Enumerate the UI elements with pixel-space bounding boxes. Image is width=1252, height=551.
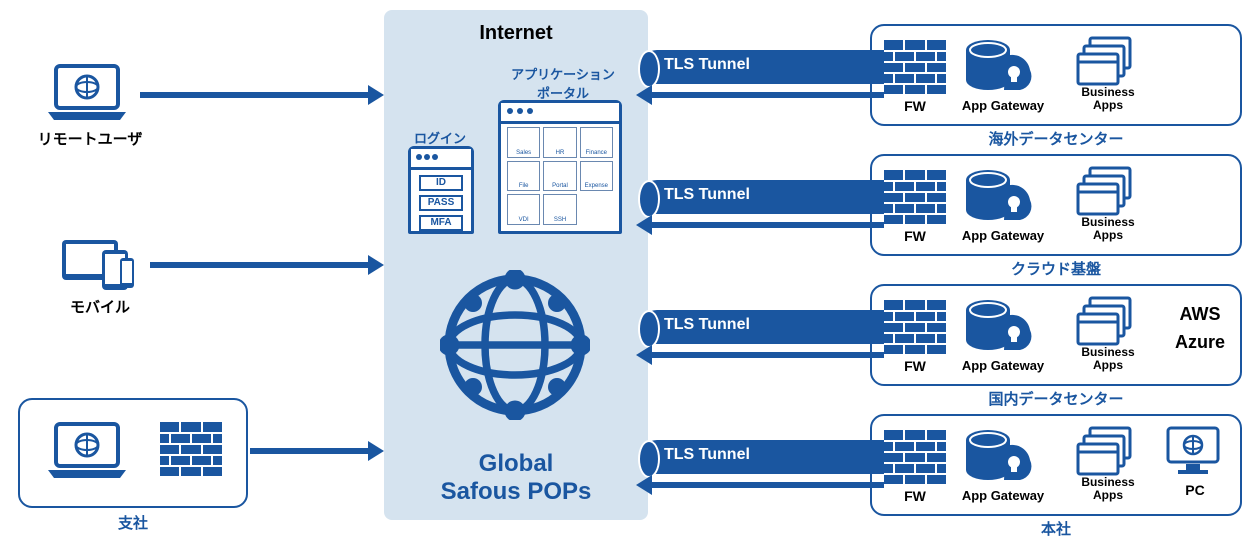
login-window: ID PASS MFA (408, 146, 474, 234)
dest-label: クラウド基盤 (870, 258, 1242, 279)
portal-title: アプリケーション ポータル (488, 64, 638, 102)
apps-label: Business Apps (1060, 476, 1156, 502)
arrow (150, 262, 370, 268)
fw-label: FW (884, 228, 946, 244)
pops-title-2: Safous POPs (384, 478, 648, 506)
portal-app: Expense (580, 161, 613, 192)
branch-label: 支社 (18, 512, 248, 533)
apps-label: Business Apps (1060, 86, 1156, 112)
laptop-icon (44, 420, 130, 482)
arrow (650, 482, 884, 488)
arrow-head (636, 85, 652, 105)
gw-label: App Gateway (948, 358, 1058, 373)
login-id-field: ID (419, 175, 463, 191)
extra-label: Azure (1160, 332, 1240, 353)
portal-app (580, 194, 613, 225)
portal-app: File (507, 161, 540, 192)
arrow (650, 92, 884, 98)
fw-label: FW (884, 98, 946, 114)
arrow-head (368, 85, 384, 105)
laptop-icon (44, 62, 130, 124)
apps-icon (1076, 166, 1136, 216)
gw-label: App Gateway (948, 488, 1058, 503)
dest-label: 本社 (870, 518, 1242, 539)
portal-app: HR (543, 127, 576, 158)
tls-tunnel: TLS Tunnel (640, 50, 904, 84)
tls-tunnel: TLS Tunnel (640, 440, 904, 474)
portal-app: SSH (543, 194, 576, 225)
dest-label: 国内データセンター (870, 388, 1242, 409)
app-gateway-icon (964, 296, 1034, 354)
portal-app: Portal (543, 161, 576, 192)
login-mfa-field: MFA (419, 215, 463, 231)
globe-network-icon (440, 270, 590, 420)
apps-icon (1076, 36, 1136, 86)
extra-label: AWS (1160, 304, 1240, 325)
apps-label: Business Apps (1060, 346, 1156, 372)
apps-label: Business Apps (1060, 216, 1156, 242)
arrow (140, 92, 370, 98)
arrow (650, 222, 884, 228)
portal-app: VDI (507, 194, 540, 225)
firewall-icon (884, 300, 946, 354)
extra-label: PC (1160, 482, 1230, 498)
tls-tunnel: TLS Tunnel (640, 180, 904, 214)
arrow (650, 352, 884, 358)
login-title: ログイン (400, 128, 480, 147)
portal-window: Sales HR Finance File Portal Expense VDI… (498, 100, 622, 234)
firewall-icon (884, 170, 946, 224)
internet-title: Internet (384, 22, 648, 45)
login-pass-field: PASS (419, 195, 463, 211)
devices-icon (54, 232, 140, 294)
tls-tunnel: TLS Tunnel (640, 310, 904, 344)
firewall-icon (160, 422, 222, 476)
fw-label: FW (884, 488, 946, 504)
pops-title-1: Global (384, 450, 648, 478)
portal-app: Finance (580, 127, 613, 158)
arrow-head (636, 345, 652, 365)
app-gateway-icon (964, 426, 1034, 484)
remote-user-label: リモートユーザ (20, 128, 160, 149)
fw-label: FW (884, 358, 946, 374)
arrow-head (636, 475, 652, 495)
firewall-icon (884, 430, 946, 484)
portal-app: Sales (507, 127, 540, 158)
firewall-icon (884, 40, 946, 94)
arrow-head (368, 441, 384, 461)
app-gateway-icon (964, 166, 1034, 224)
arrow (250, 448, 370, 454)
apps-icon (1076, 426, 1136, 476)
pc-icon (1164, 424, 1222, 476)
gw-label: App Gateway (948, 98, 1058, 113)
apps-icon (1076, 296, 1136, 346)
arrow-head (636, 215, 652, 235)
gw-label: App Gateway (948, 228, 1058, 243)
app-gateway-icon (964, 36, 1034, 94)
mobile-label: モバイル (40, 296, 160, 317)
arrow-head (368, 255, 384, 275)
dest-label: 海外データセンター (870, 128, 1242, 149)
